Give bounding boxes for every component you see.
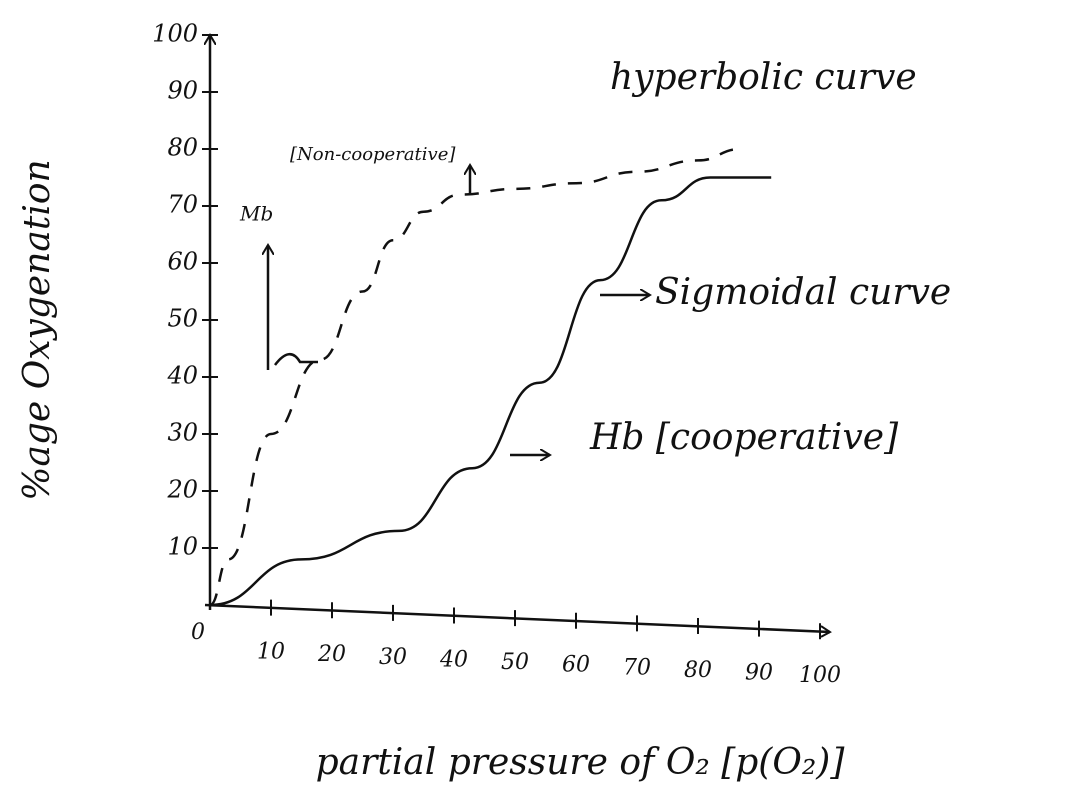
x-axis-label: partial pressure of O₂ [p(O₂)]	[316, 742, 846, 783]
legend-label: Mb	[239, 202, 273, 226]
y-tick-label: 20	[166, 476, 198, 504]
x-tick-label: 40	[439, 647, 468, 672]
x-tick-label: 80	[684, 658, 712, 683]
x-tick-label: 60	[562, 653, 590, 678]
series-line	[210, 149, 741, 605]
x-tick-label: 20	[317, 642, 346, 667]
y-tick-label: 30	[167, 419, 198, 447]
x-tick-label: 0	[191, 620, 205, 645]
y-tick-label: 40	[166, 362, 198, 390]
y-tick-label: 100	[152, 20, 198, 48]
y-tick-label: 80	[167, 134, 198, 162]
annotation: Sigmoidal curve	[655, 272, 951, 313]
chart: hyperbolic curve %age Oxygenation partia…	[0, 0, 1071, 800]
series-line	[210, 178, 771, 606]
x-tick-label: 100	[799, 663, 841, 688]
y-tick-label: 60	[167, 248, 198, 276]
x-tick-label: 70	[623, 655, 651, 680]
arrows	[205, 35, 830, 632]
y-tick-label: 50	[167, 305, 198, 333]
x-tick-label: 90	[745, 661, 773, 686]
y-axis-label: %age Oxygenation	[17, 159, 58, 500]
x-tick-label: 30	[379, 645, 407, 670]
x-tick-label: 10	[257, 640, 285, 665]
title: hyperbolic curve	[610, 57, 917, 98]
y-tick-label: 10	[167, 533, 198, 561]
annotation: [Non-cooperative]	[290, 144, 456, 165]
y-tick-label: 70	[167, 191, 198, 219]
y-tick-label: 90	[167, 77, 198, 105]
x-tick-label: 50	[501, 650, 529, 675]
annotation: Hb [cooperative]	[589, 417, 899, 458]
